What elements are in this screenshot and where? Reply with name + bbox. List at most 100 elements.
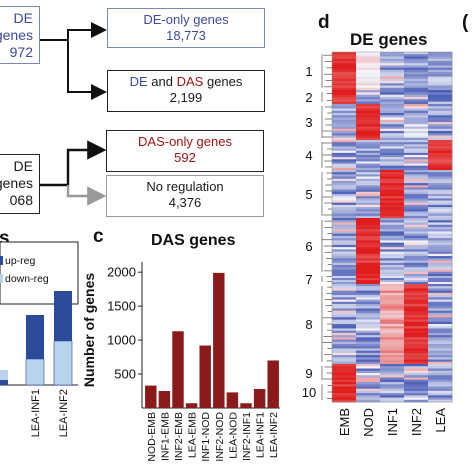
heatmap-cell — [332, 359, 357, 363]
heatmap-cell — [332, 69, 357, 73]
heatmap-cell — [380, 198, 405, 201]
heatmap-cell — [380, 189, 405, 193]
heatmap-cell — [356, 276, 381, 279]
heatmap-cell — [380, 202, 405, 206]
heatmap-cell — [356, 194, 381, 197]
heatmap-cell — [356, 180, 381, 184]
heatmap-cell — [404, 176, 429, 180]
heatmap-cell — [404, 117, 429, 121]
heatmap-cell — [356, 284, 381, 287]
heatmap-cell — [356, 379, 381, 383]
cluster-label: 2 — [305, 90, 312, 105]
heatmap-cell — [404, 67, 429, 71]
bar-up-lea-inf2 — [54, 291, 72, 341]
heatmap-cell — [428, 104, 453, 107]
heatmap-cell — [428, 315, 453, 318]
heatmap-cell — [332, 172, 357, 175]
heatmap-cell — [380, 67, 405, 71]
heatmap-cell — [356, 235, 381, 239]
heatmap-cell — [404, 328, 429, 332]
heatmap-cell — [332, 337, 357, 340]
heatmap-cell — [428, 364, 453, 367]
heatmap-cell — [428, 224, 453, 228]
heatmap-cell — [356, 133, 381, 136]
heatmap-cell — [356, 94, 381, 98]
heatmap-cell — [356, 282, 381, 285]
heatmap-cell — [428, 382, 453, 385]
heatmap-cell — [404, 256, 429, 259]
heatmap-cell — [380, 395, 405, 398]
heatmap-cell — [332, 226, 357, 230]
heatmap-cell — [404, 267, 429, 270]
heatmap-cell — [380, 117, 405, 121]
heatmap-cell — [380, 178, 405, 182]
heatmap-cell — [356, 397, 381, 401]
heatmap-cell — [404, 90, 429, 93]
heatmap-cell — [428, 99, 453, 103]
heatmap-cell — [356, 159, 381, 162]
heatmap-cell — [404, 346, 429, 349]
heatmap-cell — [428, 174, 453, 177]
heatmap-cell — [356, 187, 381, 191]
heatmap-cell — [428, 244, 453, 248]
heatmap-cell — [428, 324, 453, 327]
heatmap-cell — [380, 108, 405, 112]
heatmap-cell — [404, 63, 429, 66]
das-box-mid-line3: 068 — [9, 192, 33, 208]
heatmap-cell — [404, 348, 429, 352]
heatmap-cell — [380, 251, 405, 255]
heatmap-cell — [380, 163, 405, 167]
heatmap-cell — [356, 178, 381, 182]
heatmap-cell — [404, 52, 429, 55]
heatmap-cell — [380, 137, 405, 141]
heatmap-cell — [356, 146, 381, 149]
x-tick-label: INF1-NOD — [200, 412, 212, 462]
heatmap-cell — [428, 271, 453, 275]
heatmap-cell — [404, 344, 429, 347]
heatmap-cell — [332, 368, 357, 372]
heatmap-cell — [404, 167, 429, 171]
heatmap-cell — [356, 393, 381, 396]
heatmap-cell — [428, 65, 453, 69]
heatmap-cell — [404, 74, 429, 77]
heatmap-cell — [356, 375, 381, 378]
heatmap-cell — [428, 256, 453, 259]
heatmap-cell — [380, 97, 405, 100]
heatmap-cell — [428, 137, 453, 141]
heatmap-cell — [380, 69, 405, 73]
heatmap-cell — [380, 152, 405, 156]
heatmap-cell — [404, 364, 429, 367]
heatmap-cell — [380, 180, 405, 184]
heatmap-cell — [404, 310, 429, 314]
heatmap-cell — [404, 226, 429, 230]
panel-d-title: DE genes — [350, 30, 428, 49]
heatmap-cell — [332, 357, 357, 360]
heatmap-cell — [332, 126, 357, 130]
heatmap-cell — [356, 265, 381, 268]
x-tick-label: LEA-INF1 — [255, 412, 267, 458]
heatmap-cell — [332, 286, 357, 289]
heatmap-cell — [356, 117, 381, 121]
heatmap-cell — [428, 155, 453, 158]
heatmap-cell — [380, 384, 405, 387]
heatmap-cell — [404, 94, 429, 98]
heatmap-cell — [428, 265, 453, 268]
heatmap-cell — [356, 330, 381, 334]
heatmap-cell — [380, 133, 405, 136]
heatmap-cell — [428, 170, 453, 173]
cluster-label: 10 — [302, 385, 316, 400]
cluster-label: 5 — [305, 187, 312, 202]
heatmap-cell — [380, 312, 405, 316]
heatmap-cell — [332, 265, 357, 268]
heatmap-cell — [332, 231, 357, 235]
heatmap-cell — [428, 361, 453, 365]
heatmap-cell — [380, 308, 405, 312]
heatmap-cell — [356, 324, 381, 327]
heatmap-cell — [428, 113, 453, 116]
heatmap-cell — [428, 85, 453, 89]
heatmap-cell — [380, 310, 405, 314]
heatmap-cell — [380, 90, 405, 93]
heatmap-cell — [356, 150, 381, 154]
heatmap-cell — [404, 108, 429, 112]
heatmap-cell — [356, 191, 381, 195]
